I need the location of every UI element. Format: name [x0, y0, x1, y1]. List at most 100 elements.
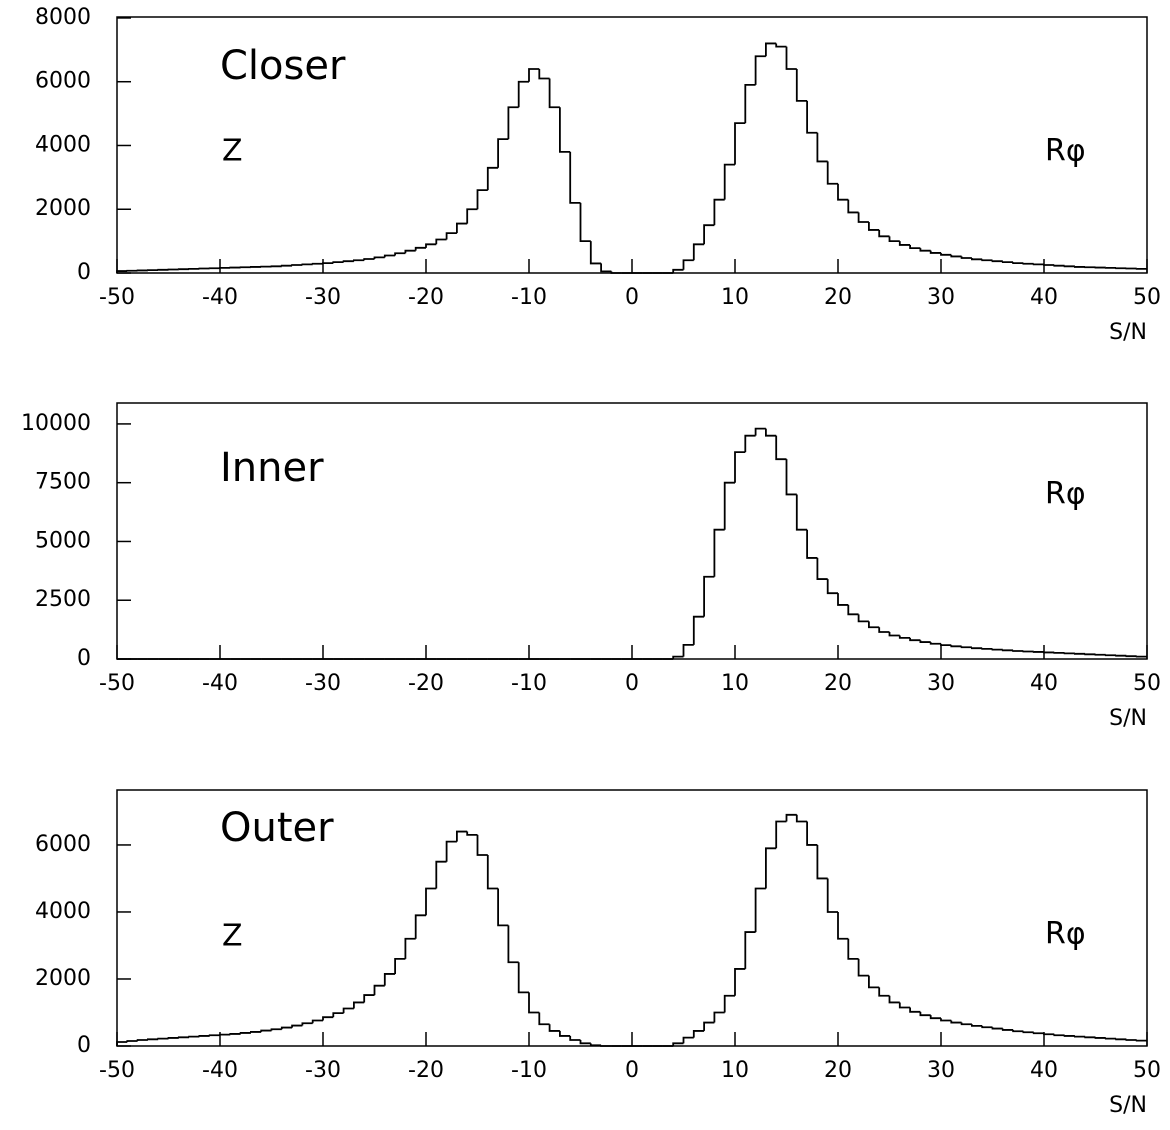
histogram-bin	[920, 1012, 930, 1015]
x-tick-label: -40	[202, 1058, 238, 1083]
histogram-bin	[900, 635, 910, 637]
histogram-bin	[508, 107, 518, 139]
histogram-bin	[591, 241, 601, 263]
y-tick-label: 2000	[35, 196, 91, 221]
histogram-bin	[385, 255, 395, 257]
histogram-bin	[931, 1015, 941, 1018]
histogram-bin	[581, 1040, 591, 1043]
y-tick-label: 7500	[35, 470, 91, 495]
histogram-bin	[848, 200, 858, 213]
x-tick-label: 40	[1030, 285, 1058, 310]
histogram-bin	[354, 260, 364, 261]
histogram-bin	[745, 85, 755, 123]
histogram-bin	[828, 878, 838, 912]
histogram-bin	[735, 123, 745, 164]
histogram-bin	[931, 642, 941, 644]
histogram-bin	[848, 605, 858, 614]
histogram-bin	[436, 862, 446, 889]
histogram-bin	[529, 69, 539, 82]
y-tick-label: 4000	[35, 899, 91, 924]
histogram-bin	[859, 212, 869, 222]
y-tick-label: 6000	[35, 69, 91, 94]
x-tick-label: 0	[625, 1058, 639, 1083]
histogram-bin	[817, 845, 827, 879]
histogram-bin	[920, 248, 930, 251]
histogram-bin	[375, 257, 385, 259]
histogram-bin	[1116, 1039, 1126, 1040]
histogram-bin	[385, 974, 395, 986]
x-tick-label: -50	[99, 285, 135, 310]
histogram-bin	[725, 996, 735, 1013]
x-tick-label: 30	[927, 671, 955, 696]
histogram-bin	[467, 832, 477, 835]
x-tick-label: -50	[99, 671, 135, 696]
histogram-bin	[251, 1032, 261, 1033]
x-axis-label: S/N	[1109, 706, 1147, 731]
histogram-bin	[920, 640, 930, 642]
histogram-bin	[570, 1036, 580, 1040]
histogram-bin	[694, 617, 704, 645]
histogram-bin	[735, 969, 745, 996]
histogram-bin	[714, 530, 724, 577]
histogram-bin	[230, 1034, 240, 1035]
histogram-bin	[725, 483, 735, 530]
histogram-bin	[776, 43, 786, 46]
y-tick-label: 8000	[35, 5, 91, 30]
histogram-bin	[1003, 650, 1013, 651]
y-tick-label: 5000	[35, 528, 91, 553]
histogram-bin	[364, 259, 374, 260]
histogram-bin	[962, 646, 972, 647]
histogram-bin	[993, 260, 1003, 261]
histogram-bin	[982, 648, 992, 649]
histogram-bin	[1106, 1038, 1116, 1039]
histogram-bin	[272, 1029, 282, 1030]
histogram-bin	[817, 133, 827, 162]
histogram-bin	[302, 264, 312, 265]
histogram-bin	[323, 1017, 333, 1020]
histogram-bin	[838, 912, 848, 939]
histogram-bin	[405, 251, 415, 254]
histogram-bin	[560, 1031, 570, 1036]
panel-title: Inner	[220, 445, 324, 491]
histogram-bin	[828, 579, 838, 593]
histogram-bin	[457, 832, 467, 842]
histogram-bin	[1126, 1039, 1136, 1040]
histogram-bin	[807, 821, 817, 844]
histogram-bin	[488, 855, 498, 889]
histogram-bin	[1034, 1032, 1044, 1033]
histogram-bin	[1054, 265, 1064, 266]
x-tick-label: -40	[202, 285, 238, 310]
histogram-bin	[766, 43, 776, 56]
y-tick-label: 6000	[35, 832, 91, 857]
histogram-bin	[1034, 264, 1044, 265]
histogram-bin	[1075, 266, 1085, 267]
histogram-bin	[972, 1024, 982, 1026]
histogram-bin	[993, 649, 1003, 650]
histogram-bin	[498, 139, 508, 168]
y-tick-label: 0	[77, 646, 91, 671]
histogram-bin	[344, 261, 354, 262]
histogram-bin	[972, 647, 982, 648]
x-tick-label: 10	[721, 285, 749, 310]
histogram-bin	[684, 260, 694, 270]
histogram-bin	[1096, 1037, 1106, 1038]
y-tick-label: 2000	[35, 966, 91, 991]
histogram-bin	[591, 1043, 601, 1045]
histogram-bin	[704, 577, 714, 617]
histogram-bin	[838, 184, 848, 200]
histogram-bin	[220, 1035, 230, 1036]
histogram-bin	[704, 225, 714, 244]
histogram-bin	[1137, 1040, 1147, 1041]
histogram-bin	[478, 190, 488, 209]
histogram-bin	[776, 436, 786, 460]
histogram-bin	[189, 1037, 199, 1038]
histogram-bin	[1023, 1031, 1033, 1032]
histogram-bin	[890, 632, 900, 636]
x-tick-label: -30	[305, 285, 341, 310]
histogram-bin	[467, 209, 477, 223]
histogram-bin	[313, 264, 323, 265]
histogram-bin	[776, 821, 786, 848]
histogram-bin	[405, 939, 415, 959]
histogram-bin	[756, 56, 766, 85]
histogram-bin	[807, 530, 817, 558]
